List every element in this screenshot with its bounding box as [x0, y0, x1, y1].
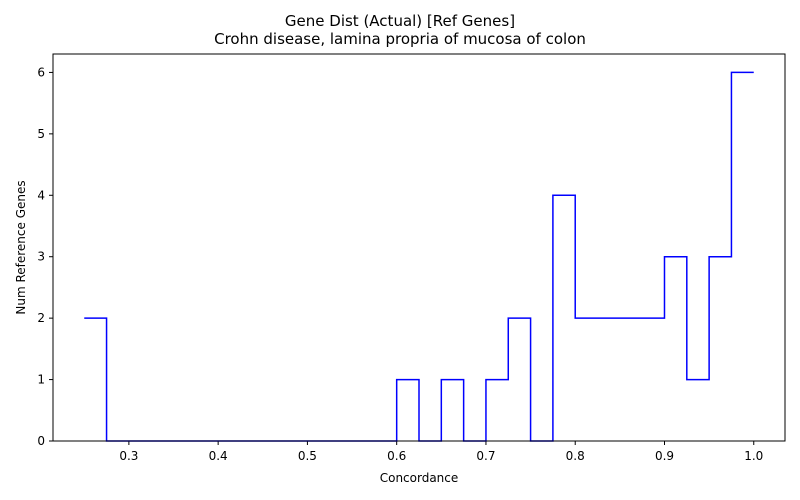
y-tick-label: 0: [37, 434, 45, 448]
x-axis-label: Concordance: [380, 471, 459, 485]
y-tick-label: 5: [37, 127, 45, 141]
x-tick-label: 0.8: [566, 449, 585, 463]
plot-frame: [52, 53, 786, 442]
ticks-layer: 0.3 0.4 0.5 0.6 0.7 0.8 0.9 1.0 0 1 2 3 4 5 6: [37, 65, 763, 463]
y-tick-label: 1: [37, 373, 45, 387]
chart-subtitle: Crohn disease, lamina propria of mucosa …: [214, 30, 586, 48]
step-series-line: [84, 71, 754, 442]
y-tick-label: 6: [37, 65, 45, 79]
x-tick-label: 0.4: [209, 449, 228, 463]
x-tick-label: 0.6: [387, 449, 406, 463]
y-tick-label: 4: [37, 188, 45, 202]
y-tick-label: 3: [37, 250, 45, 264]
x-tick-label: 0.5: [298, 449, 317, 463]
y-tick-label: 2: [37, 311, 45, 325]
x-tick-label: 1.0: [744, 449, 763, 463]
chart-title: Gene Dist (Actual) [Ref Genes]: [284, 12, 516, 30]
x-tick-label: 0.3: [119, 449, 138, 463]
x-tick-label: 0.7: [476, 449, 495, 463]
y-axis-label: Num Reference Genes: [14, 180, 28, 314]
x-tick-label: 0.9: [655, 449, 674, 463]
